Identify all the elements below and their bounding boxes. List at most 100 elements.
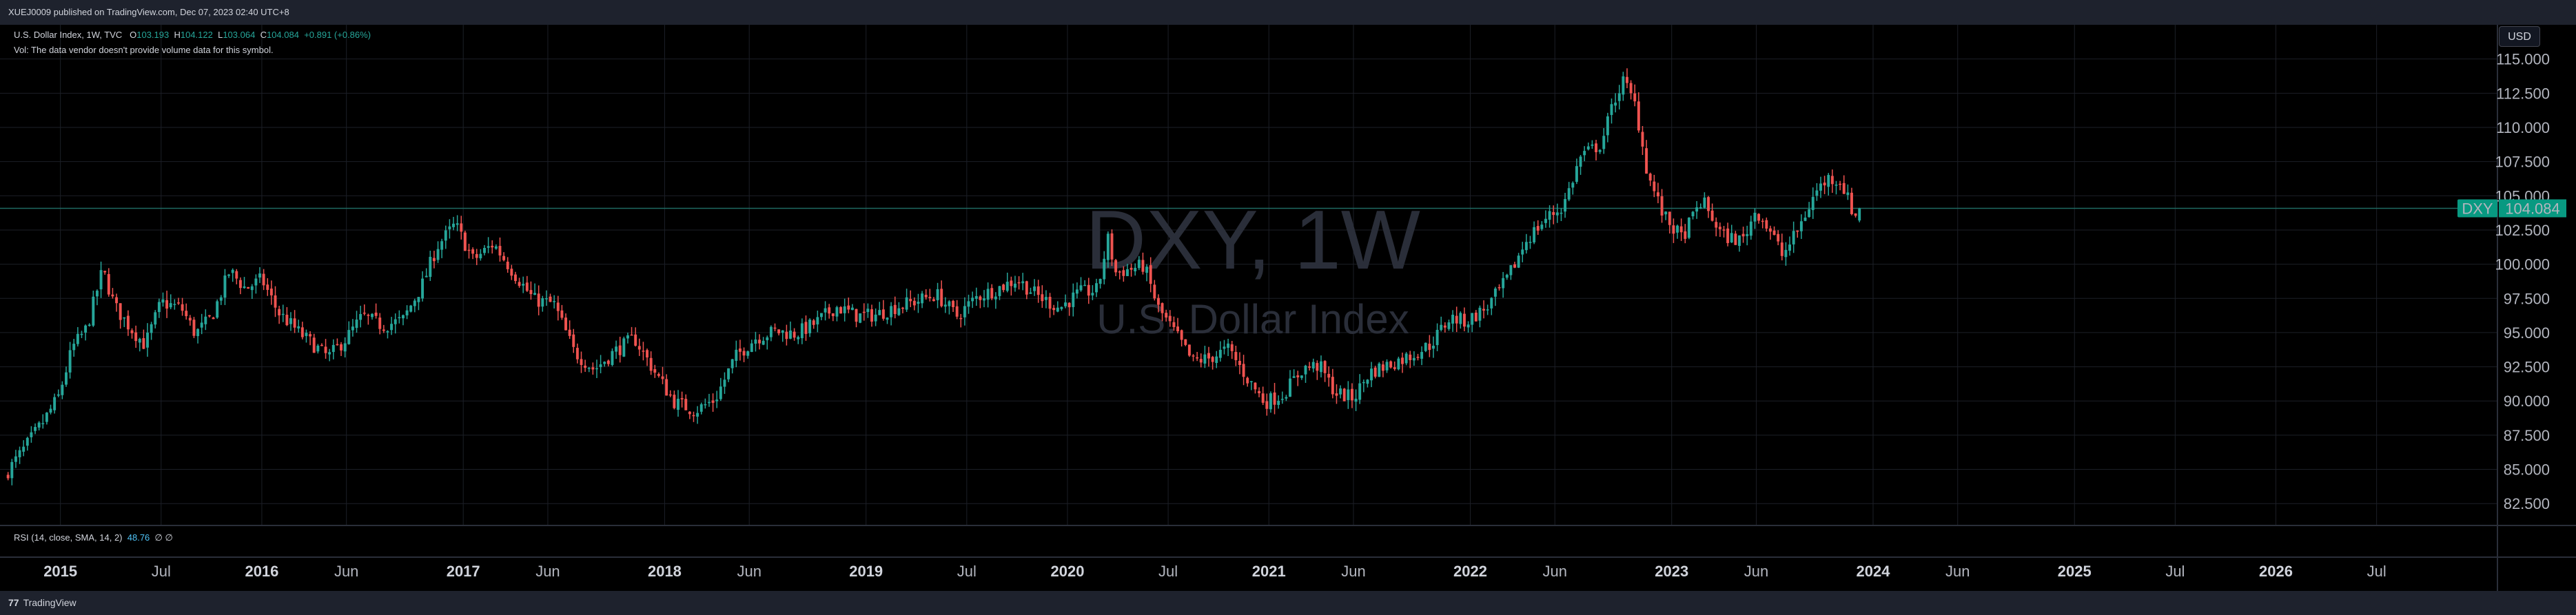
candles[interactable] bbox=[6, 68, 1861, 486]
candle-body bbox=[1854, 213, 1857, 216]
candle bbox=[146, 323, 149, 357]
candle-body bbox=[994, 296, 997, 300]
candle bbox=[668, 390, 672, 397]
candle-body bbox=[1223, 346, 1226, 349]
candle-body bbox=[1722, 229, 1726, 231]
candle bbox=[1842, 175, 1846, 194]
candle-body bbox=[1567, 188, 1571, 200]
candle-body bbox=[680, 398, 684, 400]
candle bbox=[475, 249, 478, 265]
candle bbox=[1823, 176, 1826, 194]
candle bbox=[963, 297, 966, 326]
candle-body bbox=[444, 230, 447, 241]
candle-body bbox=[227, 274, 231, 276]
candle bbox=[502, 252, 506, 262]
candle-body bbox=[769, 326, 773, 337]
candle bbox=[371, 313, 374, 320]
candle bbox=[463, 230, 467, 251]
candle-body bbox=[580, 359, 583, 365]
candle-body bbox=[475, 253, 478, 258]
candle bbox=[1339, 385, 1342, 399]
candle-body bbox=[328, 352, 331, 355]
time-tick-label: 2026 bbox=[2259, 563, 2293, 580]
candle bbox=[262, 269, 265, 291]
candle bbox=[1598, 149, 1602, 154]
candle-body bbox=[967, 301, 970, 307]
candle bbox=[1486, 304, 1489, 315]
candle bbox=[575, 343, 579, 364]
candle bbox=[1083, 280, 1087, 286]
candle-body bbox=[1249, 381, 1253, 382]
candle bbox=[878, 302, 881, 315]
candle-body bbox=[595, 368, 598, 370]
candle bbox=[1819, 176, 1822, 198]
candle-body bbox=[467, 249, 471, 251]
candle-body bbox=[1746, 233, 1749, 236]
candle bbox=[1258, 387, 1261, 397]
candle-body bbox=[1726, 228, 1730, 243]
candle bbox=[1118, 270, 1121, 280]
candle-body bbox=[1691, 211, 1695, 217]
volume-note: Vol: The data vendor doesn't provide vol… bbox=[14, 45, 274, 55]
tradingview-logo-icon: 77 bbox=[8, 597, 19, 608]
candle bbox=[413, 298, 416, 313]
candle bbox=[1060, 306, 1063, 311]
currency-button[interactable]: USD bbox=[2499, 26, 2540, 47]
candle-body bbox=[1215, 356, 1218, 364]
candle-body bbox=[68, 350, 72, 373]
candle-body bbox=[1187, 344, 1191, 356]
candle bbox=[1300, 375, 1303, 380]
candle bbox=[677, 390, 679, 417]
candle-body bbox=[1513, 264, 1516, 268]
candle-body bbox=[1703, 197, 1706, 208]
candle-body bbox=[309, 334, 312, 337]
candle-body bbox=[1741, 233, 1745, 237]
candle bbox=[57, 389, 60, 397]
candle bbox=[200, 313, 203, 335]
candle-body bbox=[1509, 264, 1513, 275]
candle-body bbox=[460, 223, 463, 232]
candle-body bbox=[1180, 330, 1183, 340]
candle bbox=[750, 340, 753, 353]
candle-body bbox=[1564, 198, 1567, 212]
candle-body bbox=[603, 362, 606, 364]
candle-body bbox=[797, 337, 800, 340]
candle bbox=[1521, 242, 1524, 262]
candle-body bbox=[1254, 382, 1257, 390]
candle bbox=[1459, 311, 1462, 329]
price-tick-label: 102.500 bbox=[2495, 222, 2550, 239]
candle bbox=[626, 333, 629, 344]
time-axis[interactable]: 2015 Jul 2016 Jun 2017 Jun 2018 Jun 2019 Jul 2020 J… bbox=[43, 563, 2386, 580]
candle bbox=[781, 330, 784, 342]
candle bbox=[123, 317, 126, 327]
candle bbox=[494, 244, 498, 250]
time-tick-label: 2025 bbox=[2058, 563, 2092, 580]
candle-body bbox=[204, 316, 207, 324]
candle bbox=[955, 300, 959, 320]
candle bbox=[646, 348, 649, 366]
candle-body bbox=[692, 415, 695, 417]
candle-body bbox=[1021, 281, 1025, 284]
candle-body bbox=[390, 324, 393, 331]
candle bbox=[436, 241, 440, 263]
candle-body bbox=[634, 334, 637, 346]
candle-body bbox=[1002, 284, 1005, 291]
candle-body bbox=[990, 288, 994, 299]
candle-body bbox=[859, 313, 862, 323]
candle-body bbox=[591, 367, 595, 370]
candle bbox=[72, 339, 76, 357]
candle bbox=[959, 313, 963, 328]
open-value: 103.193 bbox=[136, 30, 170, 40]
candle bbox=[421, 271, 425, 302]
candle-body bbox=[618, 345, 622, 355]
candle-body bbox=[1811, 196, 1815, 211]
candle bbox=[331, 339, 335, 359]
candle-body bbox=[544, 298, 548, 300]
candle-body bbox=[1292, 376, 1296, 378]
candle bbox=[1641, 125, 1644, 156]
candle-body bbox=[1521, 249, 1524, 255]
candle bbox=[1342, 388, 1346, 402]
candle bbox=[432, 251, 436, 269]
candle bbox=[924, 289, 928, 300]
